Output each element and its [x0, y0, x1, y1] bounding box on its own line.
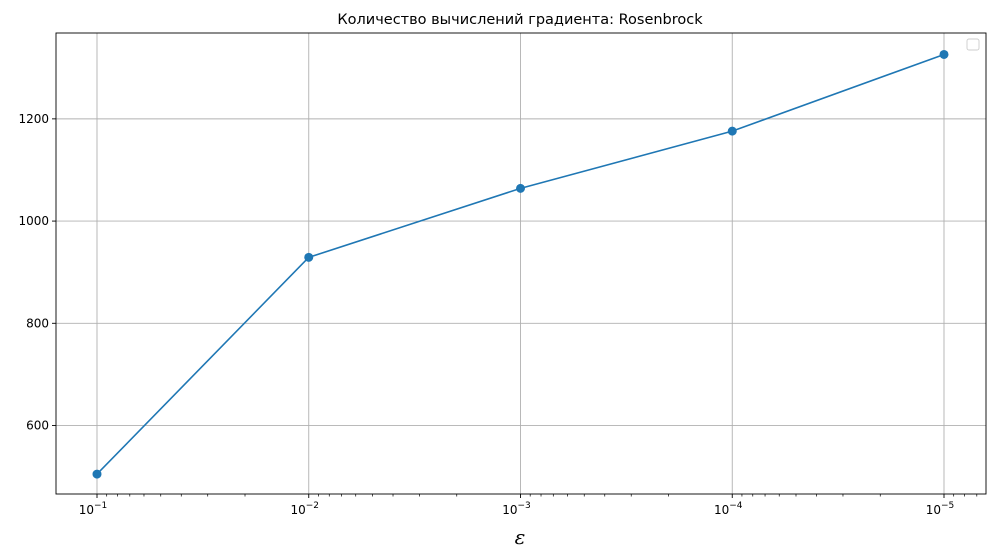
x-tick-label: 10−5 — [926, 501, 955, 517]
y-tick-label: 1000 — [18, 214, 49, 228]
x-tick-labels: 10−1 10−2 10−3 10−4 10−5 — [79, 501, 955, 517]
x-axis-label: ε — [515, 525, 526, 549]
y-tick-labels: 600 800 1000 1200 — [18, 112, 49, 433]
chart-title: Количество вычислений градиента: Rosenbr… — [337, 12, 703, 28]
series — [92, 49, 949, 479]
data-point — [727, 126, 737, 136]
x-tick-label: 10−4 — [714, 501, 743, 517]
x-tick-label: 10−1 — [79, 501, 108, 517]
plot-background — [56, 33, 986, 494]
x-axis-ticks — [96, 494, 945, 498]
data-point — [92, 469, 102, 479]
legend-box — [966, 38, 980, 51]
y-tick-label: 600 — [26, 419, 49, 433]
data-point — [939, 49, 949, 59]
y-tick-label: 1200 — [18, 112, 49, 126]
data-point — [516, 183, 525, 193]
grid-y — [56, 118, 986, 426]
grid-x — [96, 33, 945, 494]
plot-frame — [55, 32, 987, 495]
y-axis-ticks — [52, 118, 56, 426]
x-tick-label: 10−2 — [290, 501, 319, 517]
data-point — [304, 252, 314, 262]
x-tick-label: 10−3 — [502, 501, 531, 517]
y-tick-label: 800 — [26, 316, 49, 330]
